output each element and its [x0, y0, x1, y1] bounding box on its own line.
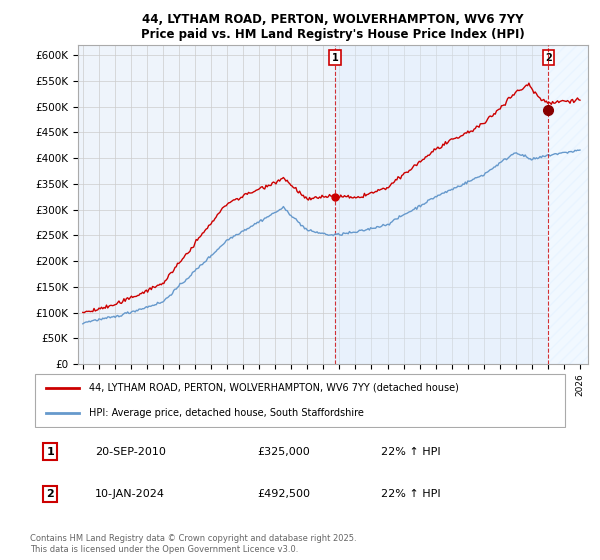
Text: 44, LYTHAM ROAD, PERTON, WOLVERHAMPTON, WV6 7YY (detached house): 44, LYTHAM ROAD, PERTON, WOLVERHAMPTON, … — [89, 382, 459, 393]
Text: £325,000: £325,000 — [257, 446, 310, 456]
Title: 44, LYTHAM ROAD, PERTON, WOLVERHAMPTON, WV6 7YY
Price paid vs. HM Land Registry': 44, LYTHAM ROAD, PERTON, WOLVERHAMPTON, … — [141, 13, 525, 41]
Text: 1: 1 — [46, 446, 54, 456]
Text: 22% ↑ HPI: 22% ↑ HPI — [381, 446, 440, 456]
Text: 10-JAN-2024: 10-JAN-2024 — [95, 489, 165, 499]
Bar — [548, 45, 588, 364]
Bar — [335, 45, 548, 364]
Text: 22% ↑ HPI: 22% ↑ HPI — [381, 489, 440, 499]
Text: 1: 1 — [332, 53, 338, 63]
FancyBboxPatch shape — [35, 374, 565, 427]
Text: Contains HM Land Registry data © Crown copyright and database right 2025.
This d: Contains HM Land Registry data © Crown c… — [30, 534, 356, 554]
Text: 20-SEP-2010: 20-SEP-2010 — [95, 446, 166, 456]
Text: £492,500: £492,500 — [257, 489, 310, 499]
Text: 2: 2 — [46, 489, 54, 499]
Text: 2: 2 — [545, 53, 552, 63]
Text: HPI: Average price, detached house, South Staffordshire: HPI: Average price, detached house, Sout… — [89, 408, 364, 418]
Bar — [548, 45, 588, 364]
